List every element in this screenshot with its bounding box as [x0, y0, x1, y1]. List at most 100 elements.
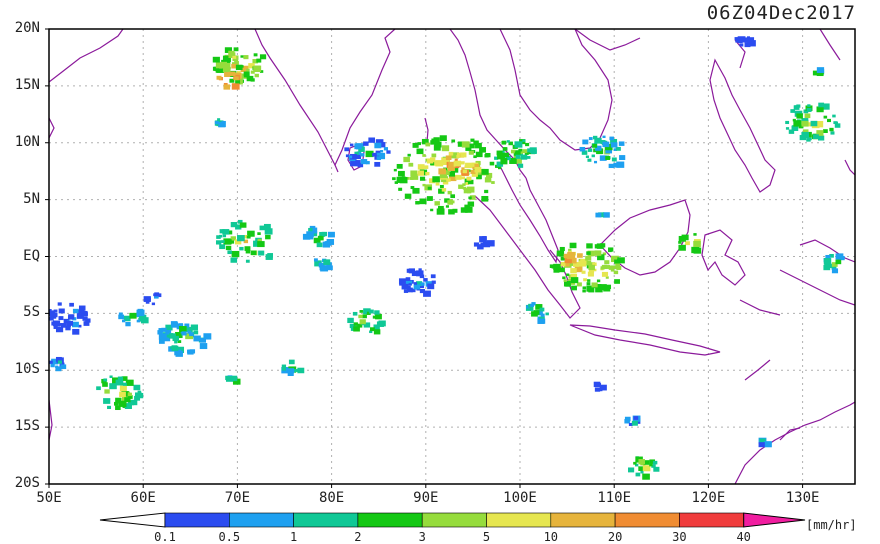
precip-cell: [225, 239, 232, 245]
precip-cell: [264, 228, 273, 235]
precip-cell: [462, 183, 466, 186]
precip-cell: [72, 321, 79, 328]
precip-cell: [253, 53, 258, 57]
precip-cell: [473, 140, 479, 145]
precip-cell: [563, 279, 567, 282]
precip-cell: [570, 268, 577, 274]
precip-cell: [398, 278, 407, 284]
precip-cell: [474, 167, 482, 173]
precip-cell: [465, 146, 472, 151]
precip-cell: [243, 239, 249, 244]
precip-cell: [829, 127, 834, 132]
precip-cell: [519, 152, 523, 156]
precip-cell: [58, 316, 64, 321]
precip-cell: [595, 286, 603, 293]
lon-label: 70E: [224, 490, 251, 506]
precip-cell: [427, 283, 435, 290]
precip-cell: [396, 163, 403, 169]
precip-cell: [124, 397, 131, 403]
precip-cell: [438, 205, 444, 211]
precip-cell: [533, 310, 540, 315]
precip-cell: [476, 174, 482, 180]
precip-cell: [496, 150, 503, 156]
precip-cell: [386, 150, 391, 154]
precip-cell: [479, 236, 487, 243]
precip-cell: [419, 274, 425, 279]
precip-cell: [591, 154, 595, 158]
precip-cell: [405, 280, 413, 286]
precip-cell: [510, 149, 516, 154]
precip-cell: [57, 360, 62, 364]
precip-cell: [227, 250, 232, 255]
precip-cell: [460, 207, 468, 213]
precip-cell: [137, 390, 142, 394]
precip-cell: [360, 153, 365, 157]
precip-cell: [522, 149, 528, 154]
precip-cell: [434, 141, 442, 148]
precip-cell: [122, 382, 127, 386]
precip-cell: [803, 109, 809, 114]
precip-cell: [250, 250, 257, 256]
precip-cell: [168, 346, 175, 352]
precip-cell: [585, 260, 592, 266]
precip-cell: [497, 153, 505, 160]
lat-label: 5N: [23, 190, 40, 207]
lat-label: 5S: [23, 304, 40, 321]
precip-cell: [136, 319, 141, 323]
precip-cell: [759, 438, 766, 444]
colorbar-segment: [293, 512, 359, 528]
precip-cell: [407, 153, 411, 157]
precip-cell: [685, 241, 690, 246]
precip-cell: [592, 262, 597, 267]
precip-cell: [596, 283, 602, 289]
precip-cell: [429, 178, 436, 184]
precip-cell: [410, 173, 419, 180]
precip-cell: [184, 323, 190, 328]
precip-cell: [616, 146, 621, 151]
precip-cell: [374, 142, 382, 149]
precip-cell: [489, 161, 495, 166]
precip-cell: [693, 233, 697, 236]
precip-cell: [494, 156, 499, 160]
precip-cell: [433, 137, 440, 143]
precip-cell: [445, 205, 449, 208]
precip-cell: [460, 161, 465, 165]
precip-cell: [281, 367, 287, 371]
precip-cell: [441, 157, 446, 162]
precipitation-cells: [49, 36, 845, 480]
precip-cell: [802, 129, 809, 134]
precip-cell: [613, 270, 619, 275]
precip-cell: [465, 206, 473, 213]
precip-cell: [615, 263, 620, 268]
precip-cell: [471, 171, 478, 177]
precip-cell: [134, 392, 142, 398]
precip-cell: [576, 282, 582, 287]
precip-cell: [257, 238, 262, 243]
precip-cell: [410, 170, 418, 176]
precip-cell: [103, 398, 111, 404]
lat-label: 15N: [14, 76, 40, 93]
precip-cell: [236, 71, 241, 74]
colorbar-segment: [550, 512, 616, 528]
precip-cell: [535, 304, 543, 310]
precip-cell: [229, 78, 235, 83]
precip-cell: [363, 141, 369, 146]
precip-cell: [383, 147, 389, 151]
precip-cell: [465, 162, 472, 169]
precip-cell: [482, 241, 491, 248]
colorbar-label: 20: [607, 530, 623, 544]
precip-cell: [377, 152, 386, 160]
precip-cell: [486, 172, 493, 178]
precip-cell: [796, 113, 803, 119]
precip-cell: [591, 282, 598, 288]
precip-cell: [237, 235, 245, 242]
precip-cell: [643, 460, 650, 465]
precip-cell: [602, 252, 607, 256]
precip-cell: [178, 323, 184, 327]
colorbar-label: 40: [736, 530, 751, 544]
precip-cell: [376, 156, 380, 159]
precip-cell: [161, 327, 167, 332]
precip-cell: [412, 187, 420, 194]
precip-cell: [407, 285, 411, 289]
